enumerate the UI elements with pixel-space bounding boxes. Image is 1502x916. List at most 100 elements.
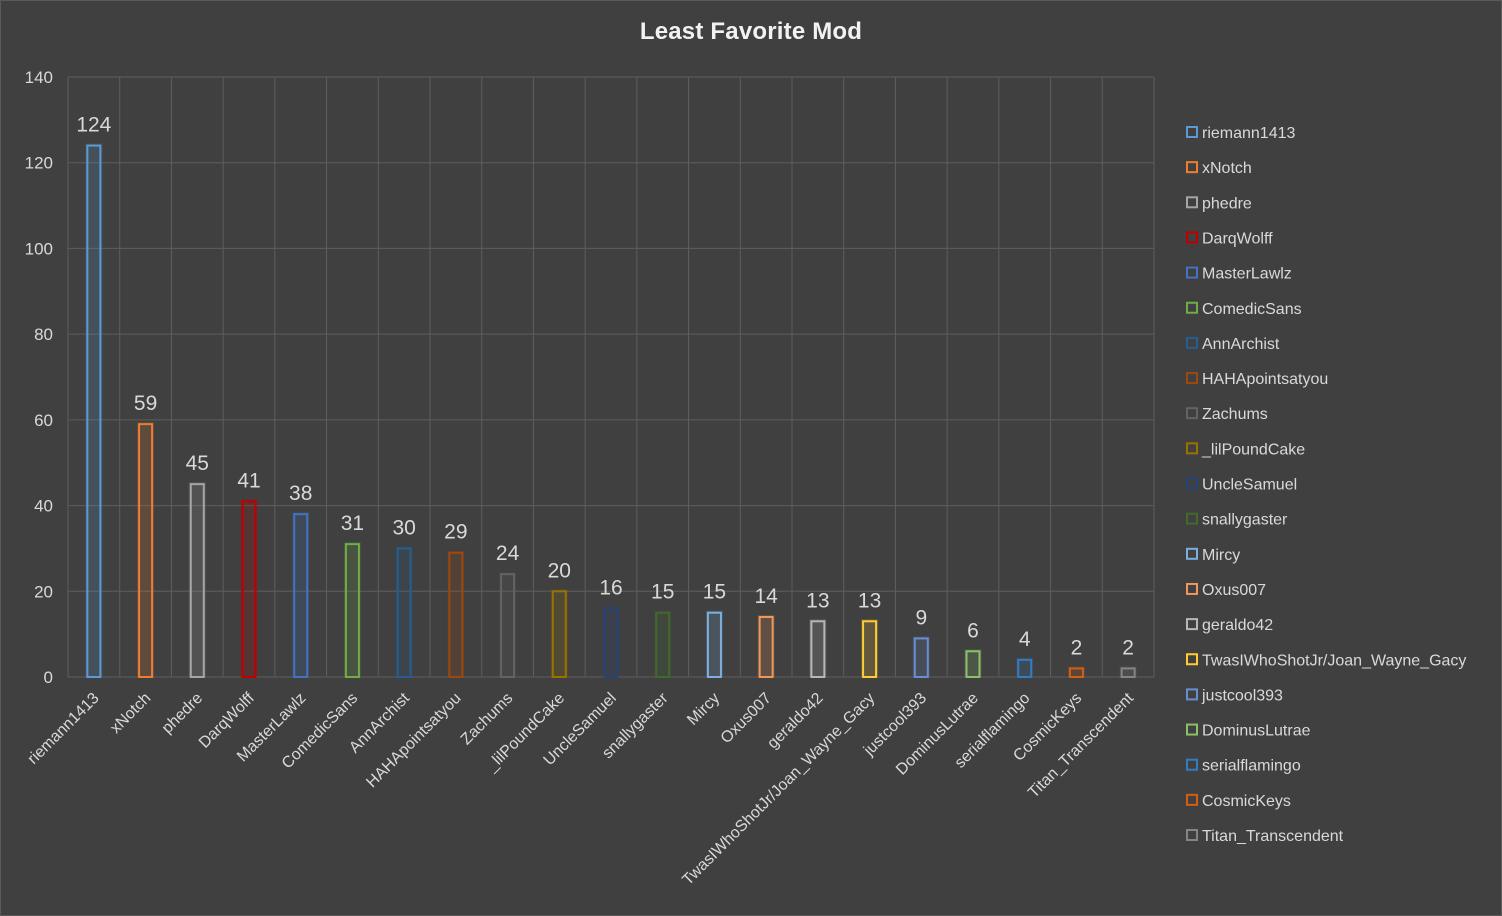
data-label: 31 bbox=[341, 512, 364, 535]
bar bbox=[1017, 658, 1033, 678]
bar-glow bbox=[809, 619, 827, 677]
bar-glow bbox=[654, 610, 672, 677]
legend-swatch bbox=[1186, 336, 1198, 349]
data-label: 29 bbox=[444, 521, 467, 544]
data-label: 13 bbox=[858, 589, 881, 612]
bar-glow bbox=[757, 615, 775, 677]
bar-glow bbox=[240, 499, 258, 677]
data-label: 24 bbox=[496, 542, 520, 565]
bar bbox=[810, 620, 826, 678]
data-label: 30 bbox=[392, 516, 415, 539]
chart-title: Least Favorite Mod bbox=[639, 18, 863, 45]
legend-swatch bbox=[1186, 477, 1198, 490]
legend-entry: TwasIWhoShotJr/Joan_Wayne_Gacy bbox=[1202, 652, 1466, 669]
data-label: 38 bbox=[289, 482, 312, 505]
y-tick-label: 20 bbox=[34, 582, 53, 601]
legend-swatch bbox=[1186, 793, 1198, 806]
data-label: 4 bbox=[1019, 628, 1031, 651]
bar-glow bbox=[343, 542, 361, 677]
bar bbox=[344, 543, 360, 679]
legend-entry: Oxus007 bbox=[1202, 582, 1266, 599]
bar-glow bbox=[602, 606, 620, 677]
bar-glow bbox=[395, 546, 413, 677]
y-tick-label: 140 bbox=[25, 68, 53, 87]
legend-swatch bbox=[1186, 442, 1198, 455]
x-tick-label: TwasIWhoShotJr/Joan_Wayne_Gacy bbox=[679, 690, 878, 889]
legend-entry: geraldo42 bbox=[1202, 617, 1273, 634]
bar bbox=[241, 500, 257, 678]
bar bbox=[603, 607, 619, 679]
legend-entry: snallygaster bbox=[1202, 512, 1288, 529]
bar-glow bbox=[85, 143, 103, 678]
legend-swatch bbox=[1186, 372, 1198, 385]
legend-entry: riemann1413 bbox=[1202, 125, 1296, 142]
legend-entry: DarqWolff bbox=[1202, 230, 1273, 247]
legend-entry: CosmicKeys bbox=[1202, 793, 1291, 810]
legend-swatch bbox=[1186, 196, 1198, 209]
bar bbox=[189, 483, 205, 678]
legend-swatch bbox=[1186, 407, 1198, 420]
legend-swatch bbox=[1186, 512, 1198, 525]
bar bbox=[655, 611, 671, 679]
bar bbox=[86, 144, 102, 679]
bar bbox=[965, 650, 981, 678]
bar bbox=[913, 637, 929, 679]
legend-entry: serialflamingo bbox=[1202, 758, 1301, 775]
data-label: 9 bbox=[915, 606, 927, 629]
bar-glow bbox=[1067, 666, 1085, 677]
legend-swatch bbox=[1186, 723, 1198, 736]
data-labels: 124 59 45 41 38 31 30 29 24 20 16 15 15 14 13 13 9 6 4 2 2 bbox=[76, 114, 1134, 660]
x-axis: riemann1413 xNotch phedreDarqWolffMasterLa… bbox=[25, 689, 1138, 888]
bar bbox=[1068, 667, 1084, 679]
legend-swatch bbox=[1186, 688, 1198, 701]
data-label: 124 bbox=[76, 114, 111, 137]
x-tick-label: riemann1413 bbox=[25, 690, 103, 768]
bar bbox=[862, 620, 878, 678]
data-label: 2 bbox=[1071, 636, 1083, 659]
bar bbox=[1120, 667, 1136, 679]
bar bbox=[138, 423, 154, 678]
legend-entry: _lilPoundCake bbox=[1201, 441, 1305, 458]
x-tick-label: HAHApointsatyou bbox=[363, 690, 464, 791]
data-label: 59 bbox=[134, 392, 157, 415]
x-tick-label: xNotch bbox=[107, 690, 154, 737]
bar-glow bbox=[550, 589, 568, 677]
bar bbox=[551, 590, 567, 678]
legend-entry: Mircy bbox=[1202, 547, 1240, 564]
y-tick-label: 100 bbox=[25, 239, 53, 258]
legend-swatch bbox=[1186, 758, 1198, 771]
legend-swatch bbox=[1186, 301, 1198, 314]
y-tick-label: 60 bbox=[34, 411, 53, 430]
legend-swatch bbox=[1186, 231, 1198, 244]
bar-glow bbox=[447, 550, 465, 677]
bars bbox=[85, 143, 1137, 679]
x-tick-label: Titan_Transcendent bbox=[1025, 689, 1137, 801]
bar-glow bbox=[1016, 657, 1034, 677]
data-label: 45 bbox=[186, 452, 209, 475]
legend-entry: HAHApointsatyou bbox=[1202, 371, 1328, 388]
bar-glow bbox=[499, 572, 517, 677]
y-tick-label: 40 bbox=[34, 497, 53, 516]
bar-glow bbox=[964, 649, 982, 677]
x-tick-label: phedre bbox=[159, 690, 206, 737]
y-tick-label: 80 bbox=[34, 325, 53, 344]
bar bbox=[706, 611, 722, 679]
data-label: 14 bbox=[754, 585, 778, 608]
legend-swatch bbox=[1186, 547, 1198, 560]
data-label: 6 bbox=[967, 619, 979, 642]
bar-glow bbox=[861, 619, 879, 677]
legend-entry: ComedicSans bbox=[1202, 301, 1302, 318]
data-label: 16 bbox=[599, 576, 622, 599]
bar-glow bbox=[292, 512, 310, 677]
bar bbox=[448, 551, 464, 679]
bar-glow bbox=[188, 482, 206, 677]
bar-glow bbox=[1119, 666, 1137, 677]
bar bbox=[500, 573, 516, 679]
legend-swatch bbox=[1186, 266, 1198, 279]
legend-swatch bbox=[1186, 618, 1198, 631]
bar bbox=[758, 616, 774, 678]
bar-glow bbox=[137, 422, 155, 677]
legend-entry: phedre bbox=[1202, 195, 1252, 212]
